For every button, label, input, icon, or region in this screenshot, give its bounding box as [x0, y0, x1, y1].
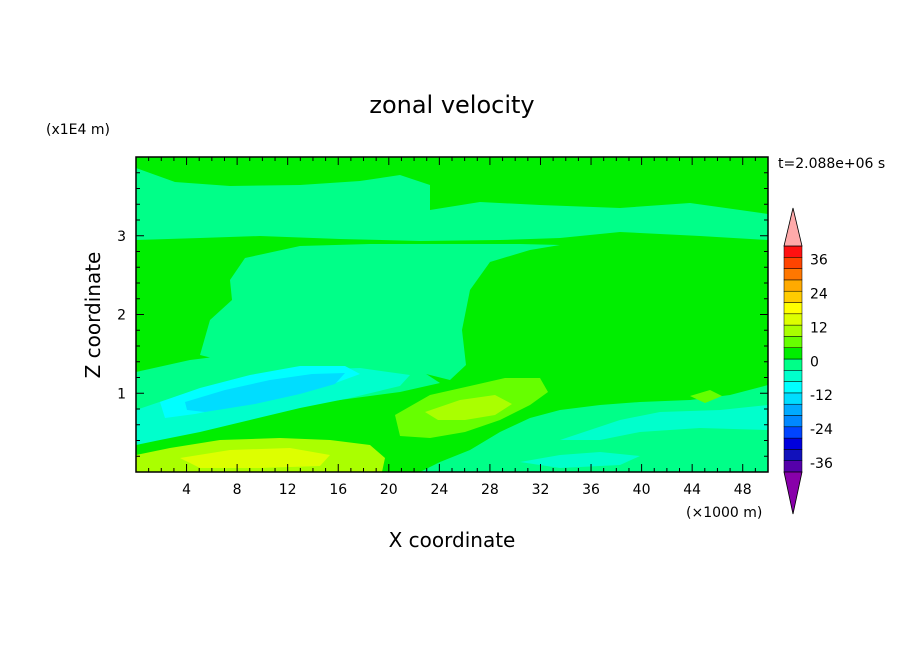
colorbar-band: [783, 437, 803, 450]
contour-region-right-streak-1: [560, 405, 768, 440]
x-tick-label: 28: [481, 482, 499, 498]
chart-title: zonal velocity: [369, 91, 534, 119]
colorbar-band: [783, 336, 803, 348]
contour-region-upper-band: [136, 168, 768, 241]
y-axis-label: Z coordinate: [81, 252, 105, 379]
colorbar-tick-label: -12: [810, 388, 833, 404]
colorbar-band: [783, 460, 803, 473]
x-tick-label: 16: [329, 482, 347, 498]
colorbar-max-arrow: [783, 207, 803, 247]
colorbar-band: [783, 347, 803, 360]
colorbar-band: [783, 302, 803, 315]
colorbar-band: [783, 426, 803, 439]
x-tick-label: 8: [233, 482, 242, 498]
colorbar-tick-label: -36: [810, 456, 833, 472]
colorbar-band: [783, 324, 803, 337]
contour-region-right-low: [420, 385, 768, 472]
y-tick-label: 2: [117, 308, 126, 324]
colorbar-tick-label: 24: [810, 287, 828, 303]
colorbar-band: [783, 403, 803, 416]
colorbar-band: [783, 257, 803, 269]
colorbar-band: [783, 392, 803, 405]
x-tick-label: 44: [683, 482, 701, 498]
colorbar-band: [783, 268, 803, 281]
contour-region-right-streak-2: [520, 452, 640, 468]
y-tick-label: 3: [117, 229, 126, 245]
colorbar-band: [783, 313, 803, 326]
x-tick-label: 48: [734, 482, 752, 498]
colorbar-tick-label: 12: [810, 320, 828, 336]
colorbar-tick-label: 0: [810, 354, 819, 370]
colorbar-band: [783, 381, 803, 394]
y-unit-label: (x1E4 m): [46, 122, 110, 138]
contour-region-surface-max: [180, 448, 330, 468]
x-tick-label: 20: [380, 482, 398, 498]
colorbar-band: [783, 358, 803, 371]
x-tick-label: 24: [430, 482, 448, 498]
colorbar-min-arrow: [783, 471, 803, 515]
contour-region-right-positive: [690, 390, 722, 403]
colorbar-band: [783, 245, 803, 258]
x-unit-label: (×1000 m): [686, 505, 762, 521]
colorbar-band: [783, 415, 803, 428]
time-label: t=2.088e+06 s: [778, 156, 885, 172]
colorbar: 36 24 12 0 -12 -24 -36: [783, 207, 833, 515]
x-tick-label: 4: [182, 482, 191, 498]
x-tick-label: 36: [582, 482, 600, 498]
colorbar-tick-label: -24: [810, 422, 833, 438]
x-tick-label: 12: [279, 482, 297, 498]
x-tick-label: 40: [633, 482, 651, 498]
plot-area: [136, 157, 768, 472]
colorbar-band: [783, 370, 803, 382]
colorbar-band: [783, 279, 803, 292]
y-tick-label: 1: [117, 386, 126, 402]
contour-region-lower-layer: [136, 368, 410, 445]
contour-region-central-plume: [200, 244, 560, 380]
x-tick-label: 32: [532, 482, 550, 498]
contour-region-jet-core: [185, 373, 345, 412]
contour-region-center-max: [425, 395, 512, 420]
colorbar-band: [783, 290, 803, 303]
x-axis-label: X coordinate: [389, 528, 516, 552]
colorbar-band: [783, 449, 803, 461]
colorbar-tick-label: 36: [810, 253, 828, 269]
